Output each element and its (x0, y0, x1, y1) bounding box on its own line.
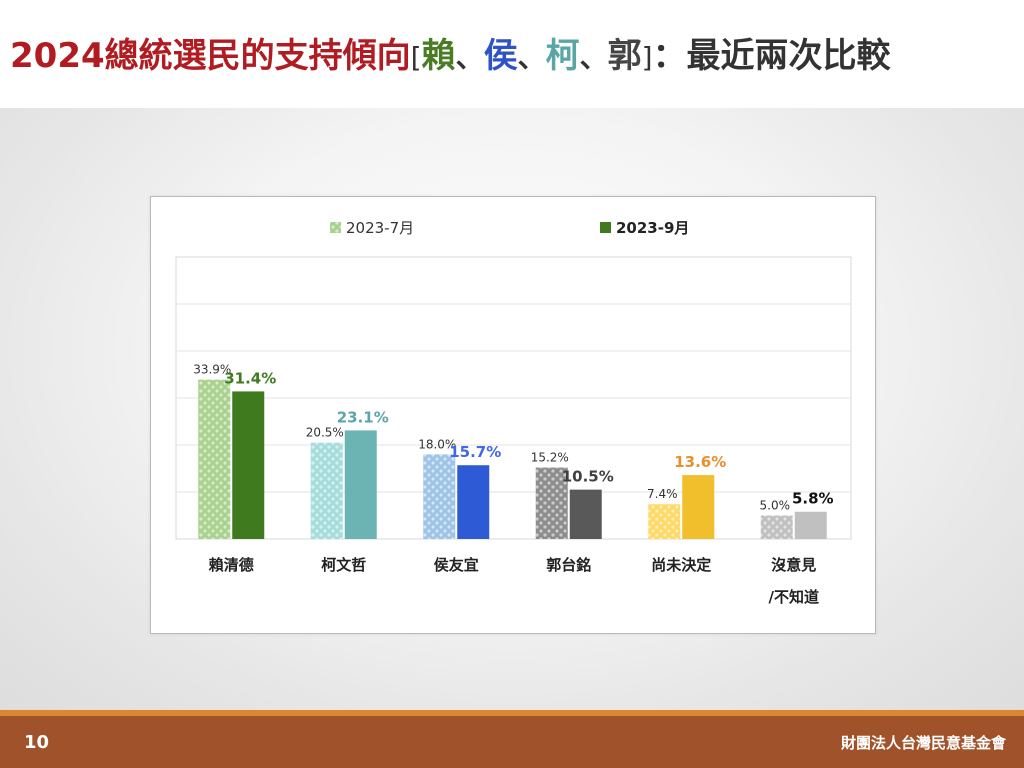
bar-2023-7-pattern (423, 454, 456, 539)
bar-2023-9 (457, 465, 490, 539)
title-name-lai: 賴 (421, 36, 456, 76)
bar-2023-7-pattern (760, 515, 793, 539)
bar-2023-9 (569, 489, 602, 539)
legend-label-2023-7: 2023-7月 (346, 219, 414, 237)
category-labels: 賴清德 柯文哲 侯友宜 郭台銘 尚未決定 沒意見/不知道 (209, 556, 819, 606)
bar-chart: 33.9%31.4% 20.5%23.1% 18.0%15.7% 15.2% 10.5%… (175, 219, 852, 606)
data-label-2023-7: 5.0% (760, 499, 791, 513)
title-name-hou: 侯 (483, 36, 518, 76)
bar-2023-7-pattern (535, 467, 568, 539)
bar-2023-7-pattern (310, 442, 343, 539)
grid-lines (175, 256, 852, 540)
bar-2023-9 (344, 430, 377, 539)
title-tail: ：最近兩次比較 (652, 36, 891, 76)
bar-2023-9 (232, 391, 265, 539)
title-bar: 2024總統選民的支持傾向[賴、侯、柯、郭]：最近兩次比較 (0, 0, 1024, 108)
data-label-2023-7: 33.9% (193, 363, 231, 377)
title-main: 2024總統選民的支持傾向 (10, 36, 411, 76)
data-label-2023-9: 5.8% (792, 490, 834, 508)
page-number: 10 (24, 732, 50, 753)
category-label: 尚未決定 (651, 556, 711, 574)
data-label-2023-9: 15.7% (449, 443, 501, 461)
category-label: 沒意見 (771, 556, 816, 574)
data-label-2023-7: 15.2% (531, 451, 569, 465)
legend-label-2023-9: 2023-9月 (616, 219, 689, 237)
category-label: 柯文哲 (321, 556, 366, 574)
bar-2023-9 (682, 475, 715, 539)
chart-panel: 33.9% 31.4% 20.5% 23.1% 18.0% 15.7% 15.2% 10.5%… (150, 196, 876, 634)
bars (198, 379, 827, 539)
legend-swatch-2023-9 (600, 222, 611, 233)
category-label: 郭台銘 (546, 556, 591, 574)
footer-bar (0, 716, 1024, 768)
bar-2023-9 (794, 511, 827, 539)
title-name-kuo: 郭 (607, 36, 642, 76)
organization-name: 財團法人台灣民意基金會 (840, 734, 1006, 752)
data-label-2023-9: 31.4% (224, 369, 276, 387)
title-separator: 、 (455, 41, 484, 74)
bar-2023-7-pattern (648, 504, 681, 539)
title-bracket-close: ] (641, 41, 653, 74)
legend-swatch-pattern (330, 222, 341, 233)
data-label-2023-7: 7.4% (647, 487, 678, 501)
title-bracket-open: [ (410, 41, 422, 74)
bar-2023-7-pattern (198, 379, 231, 539)
category-label: /不知道 (769, 588, 819, 606)
title-separator: 、 (517, 41, 546, 74)
data-labels: 33.9%31.4% 20.5%23.1% 18.0%15.7% 15.2% 10.5%… (193, 363, 833, 513)
slide-title: 2024總統選民的支持傾向[賴、侯、柯、郭]：最近兩次比較 (10, 28, 891, 77)
title-name-ko: 柯 (545, 36, 580, 76)
data-label-2023-7: 20.5% (306, 426, 344, 440)
title-separator: 、 (579, 41, 608, 74)
data-label-2023-9: 10.5% (562, 468, 614, 486)
legend: 2023-7月 2023-9月 (330, 219, 689, 237)
data-label-2023-9: 23.1% (337, 408, 389, 426)
data-label-2023-9: 13.6% (674, 453, 726, 471)
data-label-2023-7: 18.0% (418, 437, 456, 451)
category-label: 賴清德 (209, 556, 254, 574)
footer-accent-line (0, 710, 1024, 716)
category-label: 侯友宜 (434, 556, 479, 574)
